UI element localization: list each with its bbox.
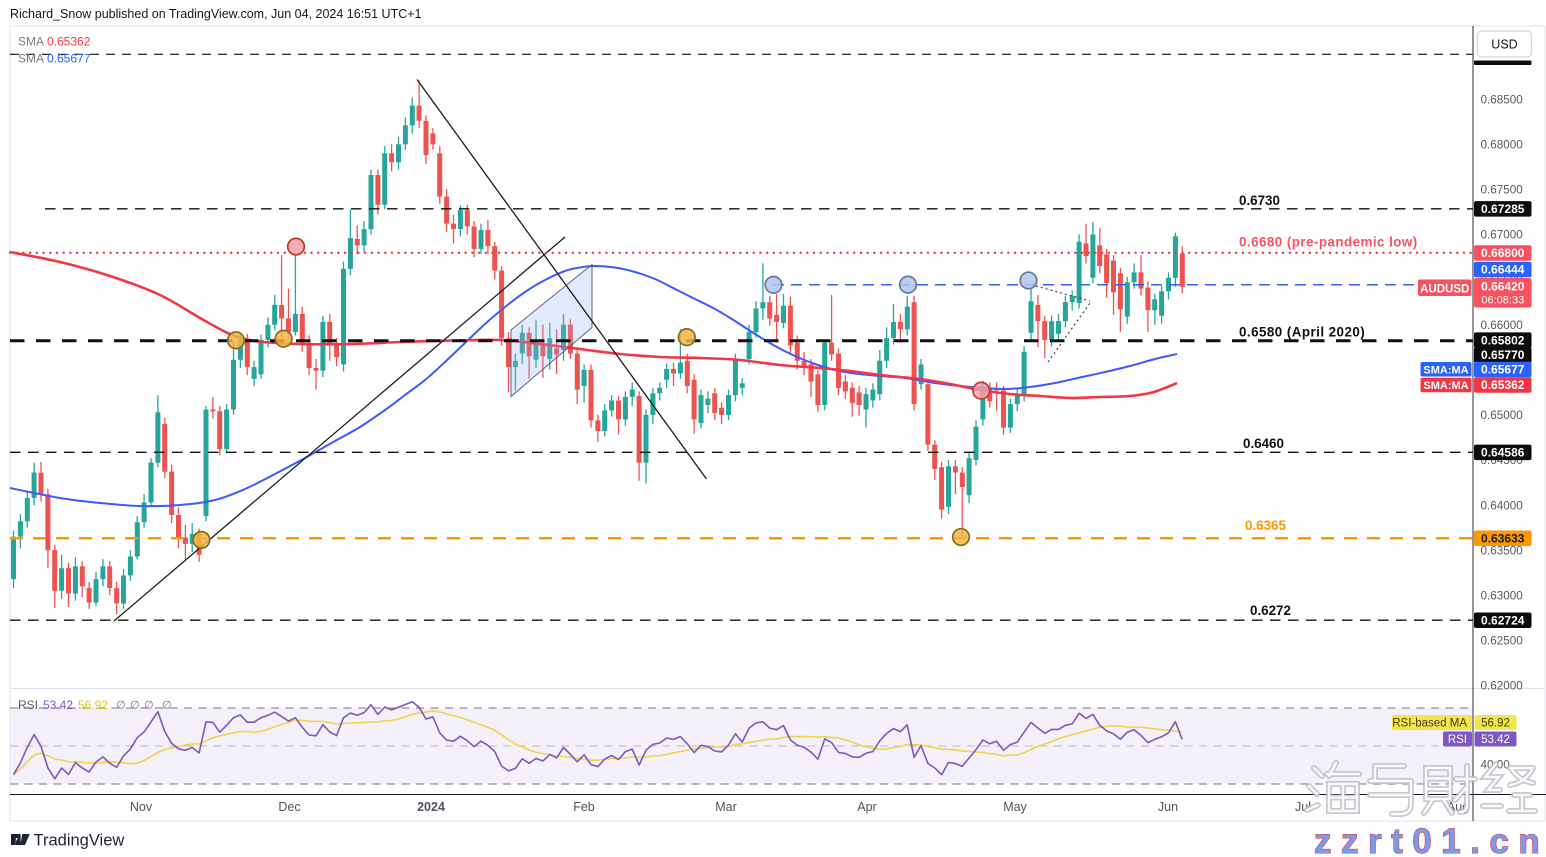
- svg-text:SMA: SMA: [18, 52, 44, 66]
- svg-text:0.65677: 0.65677: [47, 52, 91, 66]
- svg-text:0.62724: 0.62724: [1481, 613, 1525, 627]
- svg-text:Jun: Jun: [1158, 800, 1178, 814]
- svg-text:06:08:33: 06:08:33: [1481, 295, 1524, 307]
- svg-text:0.6580 (April 2020): 0.6580 (April 2020): [1239, 325, 1365, 340]
- svg-text:Mar: Mar: [715, 800, 737, 814]
- svg-text:0.65802: 0.65802: [1481, 333, 1525, 347]
- svg-text:0.66420: 0.66420: [1481, 280, 1525, 294]
- svg-text:Apr: Apr: [857, 800, 876, 814]
- svg-text:0.66000: 0.66000: [1481, 319, 1524, 332]
- svg-text:∅: ∅: [116, 700, 126, 712]
- svg-text:0.6460: 0.6460: [1243, 436, 1284, 451]
- svg-text:May: May: [1003, 800, 1027, 814]
- svg-text:56.92: 56.92: [78, 698, 108, 712]
- svg-text:56.92: 56.92: [1481, 718, 1510, 730]
- svg-text:0.66800: 0.66800: [1481, 246, 1525, 260]
- svg-text:RSI: RSI: [18, 698, 38, 712]
- svg-text:0.67285: 0.67285: [1481, 202, 1525, 216]
- svg-text:0.65362: 0.65362: [47, 35, 91, 49]
- svg-text:∅: ∅: [144, 700, 154, 712]
- svg-text:SMA: SMA: [18, 35, 44, 49]
- svg-text:RSI-based MA: RSI-based MA: [1392, 718, 1467, 730]
- svg-text:SMA:MA: SMA:MA: [1423, 380, 1468, 392]
- svg-text:SMA:MA: SMA:MA: [1423, 364, 1468, 376]
- svg-text:0.6730: 0.6730: [1239, 193, 1280, 208]
- svg-text:0.65000: 0.65000: [1481, 409, 1524, 422]
- svg-text:0.67500: 0.67500: [1481, 184, 1524, 197]
- svg-text:0.63633: 0.63633: [1481, 531, 1525, 545]
- svg-text:Dec: Dec: [278, 800, 300, 814]
- svg-text:USD: USD: [1491, 38, 1517, 52]
- svg-text:RSI: RSI: [1448, 734, 1467, 746]
- svg-text:0.68000: 0.68000: [1481, 139, 1524, 152]
- svg-text:Nov: Nov: [130, 800, 153, 814]
- svg-text:0.68500: 0.68500: [1481, 93, 1524, 106]
- svg-text:0.66444: 0.66444: [1481, 263, 1525, 277]
- svg-text:53.42: 53.42: [1481, 734, 1510, 746]
- svg-text:0.62500: 0.62500: [1481, 635, 1524, 648]
- svg-text:0.65677: 0.65677: [1481, 363, 1525, 377]
- svg-text:0.67000: 0.67000: [1481, 229, 1524, 242]
- svg-text:Feb: Feb: [573, 800, 595, 814]
- svg-text:0.64586: 0.64586: [1481, 446, 1525, 460]
- svg-text:AUDUSD: AUDUSD: [1420, 283, 1469, 295]
- svg-text:∅: ∅: [162, 700, 172, 712]
- svg-text:0.65770: 0.65770: [1481, 348, 1525, 362]
- svg-text:0.6365: 0.6365: [1245, 518, 1287, 533]
- svg-text:zzrt01.cn: zzrt01.cn: [1314, 822, 1546, 857]
- svg-text:Richard_Snow published on Trad: Richard_Snow published on TradingView.co…: [10, 7, 422, 21]
- svg-text:TradingView: TradingView: [34, 832, 125, 850]
- svg-text:∅: ∅: [130, 700, 140, 712]
- svg-text:0.63500: 0.63500: [1481, 544, 1524, 557]
- svg-text:0.65362: 0.65362: [1481, 378, 1525, 392]
- svg-text:0.6272: 0.6272: [1250, 603, 1291, 618]
- svg-text:2024: 2024: [417, 800, 445, 814]
- svg-text:0.6680 (pre-pandemic low): 0.6680 (pre-pandemic low): [1239, 235, 1418, 250]
- svg-text:0.64000: 0.64000: [1481, 499, 1524, 512]
- svg-text:0.63000: 0.63000: [1481, 590, 1524, 603]
- svg-text:53.42: 53.42: [43, 698, 73, 712]
- svg-text:0.62000: 0.62000: [1481, 680, 1524, 693]
